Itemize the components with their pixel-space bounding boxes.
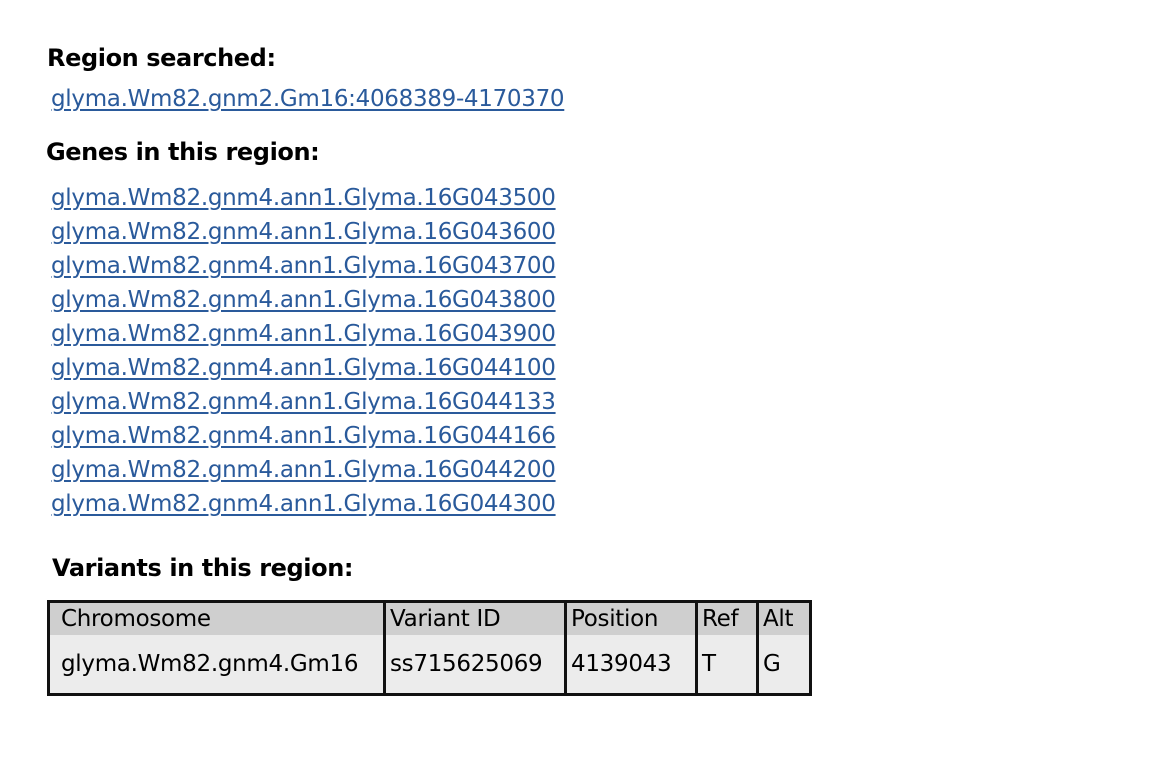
cell-alt: G [757, 635, 811, 695]
gene-link[interactable]: glyma.Wm82.gnm4.ann1.Glyma.16G044100 [51, 355, 556, 381]
list-item: glyma.Wm82.gnm4.ann1.Glyma.16G044100 [51, 355, 556, 389]
gene-link[interactable]: glyma.Wm82.gnm4.ann1.Glyma.16G043800 [51, 287, 556, 313]
gene-list: glyma.Wm82.gnm4.ann1.Glyma.16G043500 gly… [51, 185, 556, 525]
region-searched-heading: Region searched: [47, 44, 276, 72]
list-item: glyma.Wm82.gnm4.ann1.Glyma.16G043900 [51, 321, 556, 355]
gene-link[interactable]: glyma.Wm82.gnm4.ann1.Glyma.16G043600 [51, 219, 556, 245]
genes-heading: Genes in this region: [46, 138, 320, 166]
variants-table: Chromosome Variant ID Position Ref Alt g… [47, 600, 812, 696]
variants-heading: Variants in this region: [52, 554, 354, 582]
column-header-position: Position [565, 601, 698, 635]
gene-link[interactable]: glyma.Wm82.gnm4.ann1.Glyma.16G043700 [51, 253, 556, 279]
column-header-ref: Ref [696, 601, 759, 635]
gene-link[interactable]: glyma.Wm82.gnm4.ann1.Glyma.16G044300 [51, 491, 556, 517]
column-header-alt: Alt [757, 601, 811, 635]
cell-position: 4139043 [565, 635, 698, 695]
gene-link[interactable]: glyma.Wm82.gnm4.ann1.Glyma.16G044166 [51, 423, 556, 449]
list-item: glyma.Wm82.gnm4.ann1.Glyma.16G043800 [51, 287, 556, 321]
list-item: glyma.Wm82.gnm4.ann1.Glyma.16G043600 [51, 219, 556, 253]
region-link[interactable]: glyma.Wm82.gnm2.Gm16:4068389-4170370 [51, 86, 565, 112]
table-header-row: Chromosome Variant ID Position Ref Alt [48, 601, 811, 635]
table-row: glyma.Wm82.gnm4.Gm16 ss715625069 4139043… [48, 635, 811, 695]
cell-chromosome: glyma.Wm82.gnm4.Gm16 [48, 635, 386, 695]
gene-link[interactable]: glyma.Wm82.gnm4.ann1.Glyma.16G044200 [51, 457, 556, 483]
gene-link[interactable]: glyma.Wm82.gnm4.ann1.Glyma.16G043500 [51, 185, 556, 211]
list-item: glyma.Wm82.gnm4.ann1.Glyma.16G044166 [51, 423, 556, 457]
cell-ref: T [696, 635, 759, 695]
list-item: glyma.Wm82.gnm4.ann1.Glyma.16G044200 [51, 457, 556, 491]
column-header-variant-id: Variant ID [384, 601, 567, 635]
gene-link[interactable]: glyma.Wm82.gnm4.ann1.Glyma.16G044133 [51, 389, 556, 415]
gene-link[interactable]: glyma.Wm82.gnm4.ann1.Glyma.16G043900 [51, 321, 556, 347]
column-header-chromosome: Chromosome [48, 601, 386, 635]
list-item: glyma.Wm82.gnm4.ann1.Glyma.16G043700 [51, 253, 556, 287]
list-item: glyma.Wm82.gnm4.ann1.Glyma.16G044300 [51, 491, 556, 525]
cell-variant-id: ss715625069 [384, 635, 567, 695]
list-item: glyma.Wm82.gnm4.ann1.Glyma.16G043500 [51, 185, 556, 219]
list-item: glyma.Wm82.gnm4.ann1.Glyma.16G044133 [51, 389, 556, 423]
